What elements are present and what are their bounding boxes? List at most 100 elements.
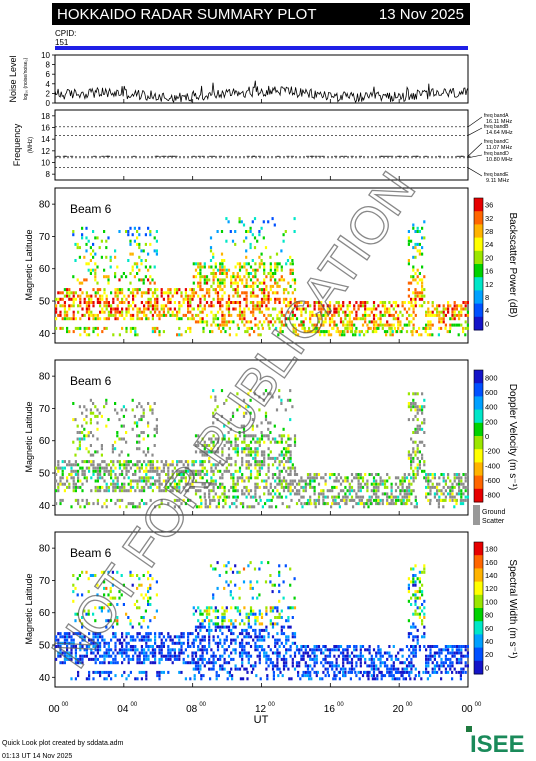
data-cell bbox=[131, 427, 134, 431]
data-cell bbox=[55, 304, 58, 308]
data-cell bbox=[57, 651, 60, 655]
data-cell bbox=[263, 440, 266, 444]
data-cell bbox=[423, 431, 426, 434]
data-cell bbox=[453, 645, 456, 648]
data-cell bbox=[294, 326, 297, 330]
data-cell bbox=[99, 648, 102, 652]
data-cell bbox=[304, 301, 307, 304]
data-cell bbox=[394, 495, 398, 499]
data-cell bbox=[375, 320, 378, 324]
data-cell bbox=[114, 447, 117, 451]
data-cell bbox=[263, 651, 266, 655]
data-cell bbox=[118, 291, 121, 295]
data-cell bbox=[238, 651, 242, 655]
data-cell bbox=[79, 505, 82, 509]
data-cell bbox=[142, 281, 145, 285]
data-cell bbox=[151, 466, 154, 470]
data-cell bbox=[291, 635, 294, 639]
data-cell bbox=[274, 485, 277, 489]
data-cell bbox=[252, 307, 255, 311]
data-cell bbox=[77, 326, 80, 330]
data-cell bbox=[249, 583, 252, 587]
data-cell bbox=[74, 473, 77, 476]
data-cell bbox=[59, 313, 62, 317]
data-cell bbox=[412, 223, 415, 227]
data-cell bbox=[330, 333, 333, 337]
data-cell bbox=[180, 670, 183, 674]
data-cell bbox=[154, 297, 157, 301]
data-cell bbox=[116, 307, 119, 311]
data-cell bbox=[214, 661, 217, 665]
data-cell bbox=[453, 307, 456, 311]
data-cell bbox=[169, 489, 172, 493]
data-cell bbox=[379, 310, 382, 314]
data-cell bbox=[78, 574, 81, 577]
data-cell bbox=[421, 583, 424, 587]
data-cell bbox=[72, 304, 75, 308]
data-cell bbox=[212, 489, 215, 493]
latitude-tick-label: 60 bbox=[39, 608, 51, 619]
data-cell bbox=[87, 431, 90, 434]
data-cell bbox=[427, 473, 430, 476]
data-cell bbox=[212, 278, 215, 282]
data-cell bbox=[370, 674, 373, 678]
data-cell bbox=[187, 654, 190, 658]
data-cell bbox=[88, 313, 91, 317]
data-cell bbox=[81, 661, 84, 665]
data-cell bbox=[314, 505, 317, 509]
data-cell bbox=[265, 612, 268, 616]
data-cell bbox=[247, 616, 250, 619]
data-cell bbox=[265, 625, 268, 629]
data-cells bbox=[55, 217, 469, 337]
data-cell bbox=[223, 444, 226, 447]
data-cell bbox=[201, 612, 204, 616]
data-cell bbox=[245, 616, 248, 619]
data-cell bbox=[88, 502, 91, 506]
data-cell bbox=[410, 596, 413, 600]
data-cell bbox=[138, 278, 141, 282]
data-cell bbox=[107, 473, 110, 476]
data-cell bbox=[136, 313, 139, 317]
data-cell bbox=[400, 498, 403, 502]
data-cell bbox=[57, 301, 60, 304]
data-cell bbox=[94, 272, 97, 275]
data-cell bbox=[66, 485, 69, 489]
frequency-band-value: 10.80 MHz bbox=[486, 157, 513, 163]
data-cell bbox=[197, 320, 200, 324]
colorbar-tick-label: 8 bbox=[485, 293, 489, 302]
data-cell bbox=[227, 437, 231, 441]
data-cell bbox=[324, 661, 327, 665]
data-cell bbox=[440, 657, 443, 661]
data-cell bbox=[458, 657, 461, 661]
data-cell bbox=[74, 619, 77, 623]
data-cell bbox=[453, 667, 456, 671]
data-cell bbox=[414, 272, 417, 275]
data-cell bbox=[344, 476, 347, 480]
data-cell bbox=[88, 301, 91, 304]
data-cell bbox=[287, 304, 290, 308]
data-cell bbox=[234, 482, 237, 486]
data-cell bbox=[341, 333, 344, 337]
data-cell bbox=[377, 473, 380, 476]
data-cell bbox=[100, 239, 103, 243]
data-cell bbox=[134, 479, 137, 483]
data-cell bbox=[464, 333, 467, 337]
data-cell bbox=[129, 460, 132, 464]
data-cell bbox=[165, 304, 168, 308]
data-cell bbox=[158, 479, 161, 483]
data-cell bbox=[59, 476, 62, 480]
data-cell bbox=[324, 320, 327, 324]
colorbar-tick-label: 28 bbox=[485, 227, 493, 236]
data-cell bbox=[81, 625, 84, 629]
data-cell bbox=[88, 670, 91, 674]
data-cell bbox=[107, 603, 110, 606]
data-cell bbox=[410, 460, 413, 464]
data-cell bbox=[72, 482, 75, 486]
data-cell bbox=[289, 456, 292, 460]
data-cell bbox=[269, 265, 272, 269]
data-cell bbox=[167, 651, 170, 655]
data-cell bbox=[309, 664, 312, 668]
data-cell bbox=[227, 440, 231, 444]
data-cell bbox=[289, 469, 292, 473]
data-cell bbox=[176, 482, 179, 486]
